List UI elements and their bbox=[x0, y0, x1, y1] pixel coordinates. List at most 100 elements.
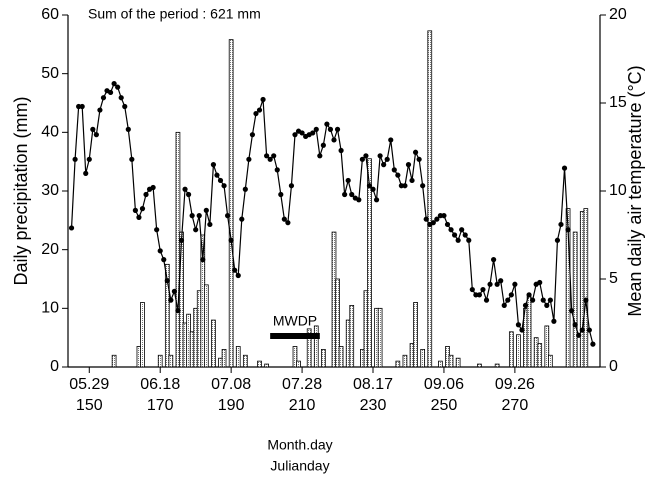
temperature-point bbox=[182, 186, 188, 192]
bar bbox=[367, 158, 372, 368]
bar bbox=[111, 354, 117, 368]
temperature-point bbox=[590, 341, 596, 347]
temperature-point bbox=[409, 177, 415, 184]
temperature-point bbox=[487, 281, 493, 287]
temperature-point bbox=[185, 191, 192, 198]
temperature-point bbox=[494, 281, 500, 287]
temperature-point bbox=[402, 183, 408, 189]
temperature-point bbox=[139, 206, 146, 212]
temperature-point bbox=[459, 227, 465, 233]
temperature-point bbox=[228, 237, 234, 243]
temperature-line bbox=[70, 82, 594, 345]
temperature-point bbox=[561, 165, 568, 171]
temperature-point bbox=[324, 121, 330, 127]
temperature-point bbox=[299, 130, 305, 136]
bar bbox=[164, 263, 170, 368]
temperature-point bbox=[430, 220, 436, 226]
temperature-point bbox=[221, 183, 227, 189]
bar bbox=[516, 334, 521, 368]
temperature-point bbox=[338, 147, 344, 154]
temperature-point bbox=[469, 286, 475, 293]
temperature-point bbox=[196, 213, 202, 219]
temperature-point bbox=[327, 126, 334, 132]
y-axis-title: Daily precipitation (mm) bbox=[11, 96, 31, 285]
temperature-point bbox=[569, 308, 575, 314]
temperature-point bbox=[125, 126, 131, 132]
bar bbox=[448, 354, 454, 368]
temperature-point bbox=[107, 89, 114, 96]
bar bbox=[508, 331, 514, 368]
annotation: Sum of the period : 621 mm bbox=[88, 6, 261, 22]
temperature-point bbox=[164, 278, 170, 284]
temperature-point bbox=[349, 191, 355, 198]
y-tick-label: 30 bbox=[41, 182, 59, 199]
temperature-point bbox=[161, 257, 167, 263]
y2-tick-label: 0 bbox=[609, 358, 618, 375]
temperature-point bbox=[526, 292, 532, 298]
temperature-point bbox=[97, 107, 103, 113]
temperature-point bbox=[483, 297, 490, 303]
x-tick-label: 06.18 bbox=[140, 376, 180, 393]
temperature-point bbox=[235, 272, 241, 279]
temperature-point bbox=[111, 81, 117, 87]
temperature-point bbox=[466, 237, 472, 243]
bar bbox=[583, 208, 589, 368]
bar bbox=[203, 284, 209, 368]
bar bbox=[242, 354, 248, 368]
temperature-point bbox=[476, 292, 483, 298]
temperature-point bbox=[256, 107, 263, 113]
temperature-point bbox=[512, 281, 518, 287]
temperature-point bbox=[292, 132, 298, 138]
bar bbox=[377, 307, 383, 368]
temperature-point bbox=[210, 162, 217, 168]
bar bbox=[335, 278, 340, 368]
bar bbox=[235, 346, 241, 368]
x-axis-title-2: Julianday bbox=[270, 458, 329, 474]
temperature-point bbox=[522, 302, 529, 308]
bar bbox=[537, 343, 543, 368]
y-tick-label: 60 bbox=[41, 6, 59, 23]
temperature-point bbox=[264, 153, 270, 159]
y-tick-label: 20 bbox=[41, 241, 59, 258]
temperature-point bbox=[83, 170, 89, 176]
x-tick-label: 07.28 bbox=[282, 376, 322, 393]
temperature-point bbox=[583, 297, 589, 303]
temperature-point bbox=[150, 184, 156, 191]
bar bbox=[264, 363, 269, 368]
temperature-point bbox=[451, 232, 458, 238]
y-tick-label: 50 bbox=[41, 65, 59, 82]
y2-axis-title: Mean daily air temperature (°C) bbox=[625, 65, 645, 316]
y-tick-label: 40 bbox=[41, 124, 59, 141]
temperature-point bbox=[100, 95, 107, 101]
x-axis-title: Month.day bbox=[267, 437, 332, 453]
temperature-point bbox=[565, 227, 571, 233]
temperature-point bbox=[313, 126, 319, 132]
bar bbox=[221, 348, 227, 368]
temperature-point bbox=[189, 213, 195, 219]
temperature-point bbox=[356, 197, 362, 203]
temperature-point bbox=[377, 153, 383, 159]
temperature-point bbox=[579, 327, 585, 333]
temperature-point bbox=[551, 318, 557, 324]
temperature-point bbox=[225, 213, 231, 219]
temperature-point bbox=[246, 156, 252, 162]
temperature-point bbox=[118, 95, 124, 101]
temperature-point bbox=[554, 237, 561, 243]
x-tick-label: 09.06 bbox=[424, 376, 464, 393]
temperature-point bbox=[203, 207, 209, 213]
julian-tick-label: 190 bbox=[218, 397, 245, 414]
temperature-point bbox=[334, 126, 341, 132]
y2-tick-label: 20 bbox=[609, 6, 627, 23]
bar bbox=[306, 328, 312, 368]
temperature-point bbox=[586, 327, 592, 333]
temperature-point bbox=[547, 297, 553, 303]
bar bbox=[494, 363, 500, 368]
x-tick-label: 05.29 bbox=[69, 376, 109, 393]
temperature-point bbox=[310, 130, 316, 136]
bar bbox=[402, 354, 408, 368]
bar bbox=[157, 354, 163, 368]
temperature-point bbox=[68, 225, 75, 231]
temperature-point bbox=[207, 221, 213, 228]
temperature-point bbox=[508, 292, 514, 298]
